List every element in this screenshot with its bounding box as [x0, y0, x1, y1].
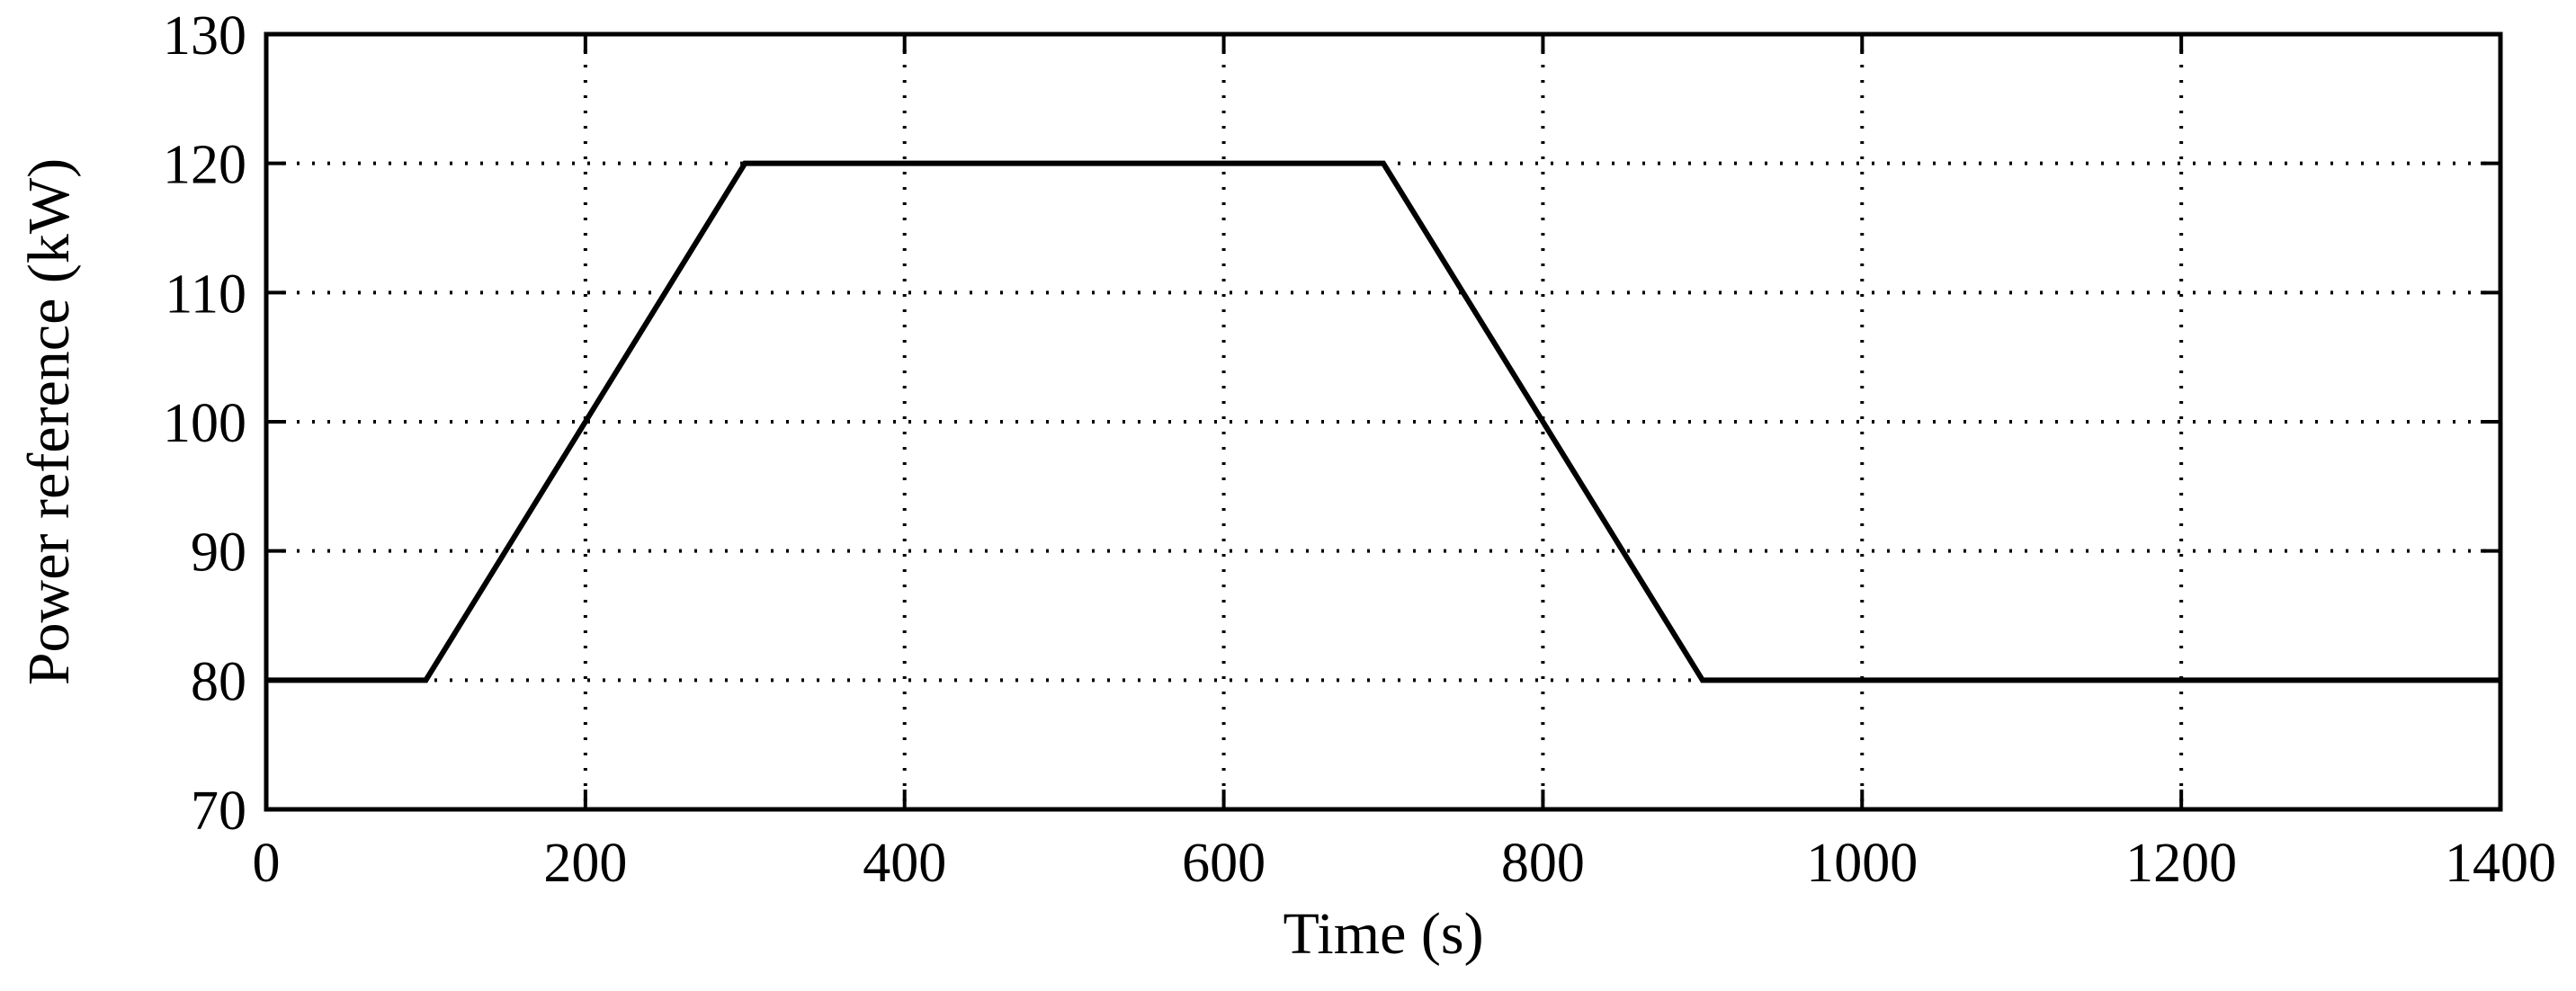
x-tick-label: 1400 — [2445, 833, 2556, 894]
series-line — [266, 160, 2500, 683]
y-tick-label: 100 — [163, 393, 246, 454]
y-tick-label: 110 — [165, 263, 246, 325]
x-tick-label: 1000 — [1806, 833, 1918, 894]
axis-ticks — [264, 32, 2502, 811]
x-tick-label: 400 — [863, 833, 946, 894]
x-tick-label: 800 — [1501, 833, 1585, 894]
y-tick-label: 120 — [163, 135, 246, 196]
x-tick-label: 200 — [543, 833, 627, 894]
x-axis-label: Time (s) — [1283, 901, 1483, 967]
y-tick-label: 70 — [191, 781, 246, 842]
y-tick-label: 80 — [191, 651, 246, 712]
x-tick-label: 600 — [1182, 833, 1266, 894]
x-tick-label: 1200 — [2125, 833, 2237, 894]
x-tick-label: 0 — [253, 833, 281, 894]
x-axis-tick-labels: 0 200 400 600 800 1000 1200 1400 — [253, 833, 2557, 894]
y-tick-label: 130 — [163, 5, 246, 67]
data-series — [266, 160, 2500, 683]
y-tick-label: 90 — [191, 522, 246, 584]
y-axis-label: Power reference (kW) — [16, 158, 82, 685]
y-axis-tick-labels: 70 80 90 100 110 120 130 — [163, 5, 246, 842]
